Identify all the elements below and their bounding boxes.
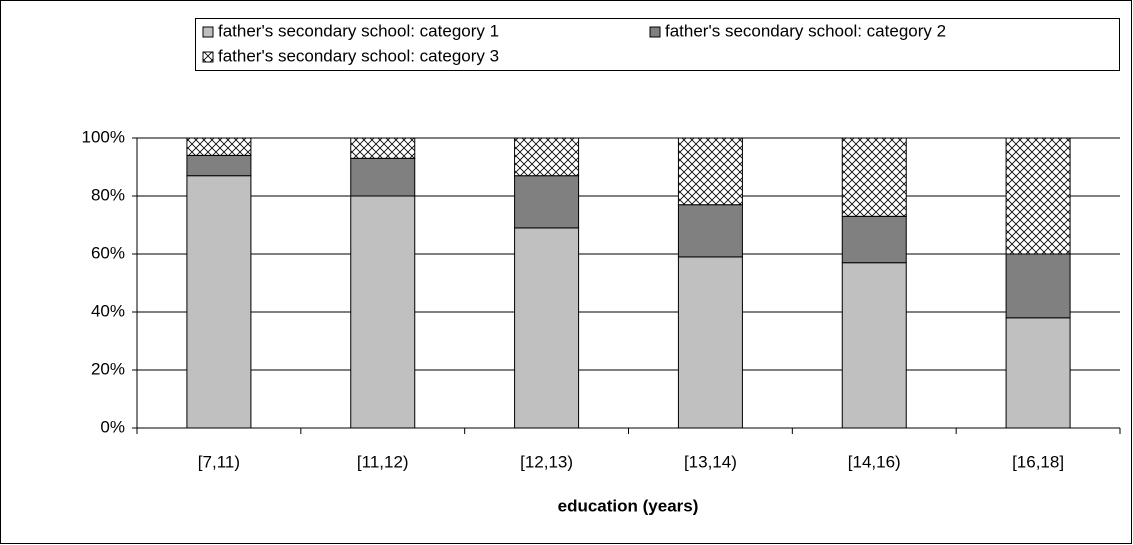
y-tick-label: 60% bbox=[91, 243, 125, 262]
legend-swatch bbox=[649, 26, 661, 38]
bar-segment bbox=[841, 137, 907, 217]
bar-segment bbox=[677, 256, 743, 429]
x-tick-label: [14,16) bbox=[848, 452, 901, 471]
bar-segment bbox=[514, 175, 580, 229]
bar-segment bbox=[677, 137, 743, 206]
bar-segment bbox=[350, 195, 416, 429]
y-tick-label: 20% bbox=[91, 359, 125, 378]
bar-segment bbox=[841, 262, 907, 429]
x-tick-label: [7,11) bbox=[198, 452, 240, 471]
x-tick-label: [13,14) bbox=[684, 452, 737, 471]
legend-label: father's secondary school: category 1 bbox=[218, 21, 499, 40]
bar-segment bbox=[1005, 317, 1071, 429]
bar-segment bbox=[186, 137, 252, 156]
x-axis-title: education (years) bbox=[558, 496, 699, 515]
x-tick-label: [16,18] bbox=[1012, 452, 1064, 471]
bar-segment bbox=[677, 204, 743, 258]
bar-segment bbox=[186, 175, 252, 429]
y-tick-label: 0% bbox=[100, 417, 125, 436]
x-tick-label: [12,13) bbox=[520, 452, 573, 471]
y-tick-label: 100% bbox=[82, 127, 125, 146]
bar-segment bbox=[186, 154, 252, 177]
bar-segment bbox=[1005, 137, 1071, 255]
bar-segment bbox=[350, 137, 416, 159]
bar-segment bbox=[514, 227, 580, 429]
bar-segment bbox=[514, 137, 580, 177]
bar-segment bbox=[350, 157, 416, 197]
y-tick-label: 80% bbox=[91, 185, 125, 204]
bar-segment bbox=[841, 215, 907, 264]
legend-swatch bbox=[202, 51, 214, 63]
legend-label: father's secondary school: category 2 bbox=[665, 21, 946, 40]
legend-label: father's secondary school: category 3 bbox=[218, 46, 499, 65]
x-tick-label: [11,12) bbox=[357, 452, 409, 471]
y-tick-label: 40% bbox=[91, 301, 125, 320]
legend-swatch bbox=[202, 26, 214, 38]
bar-segment bbox=[1005, 253, 1071, 319]
